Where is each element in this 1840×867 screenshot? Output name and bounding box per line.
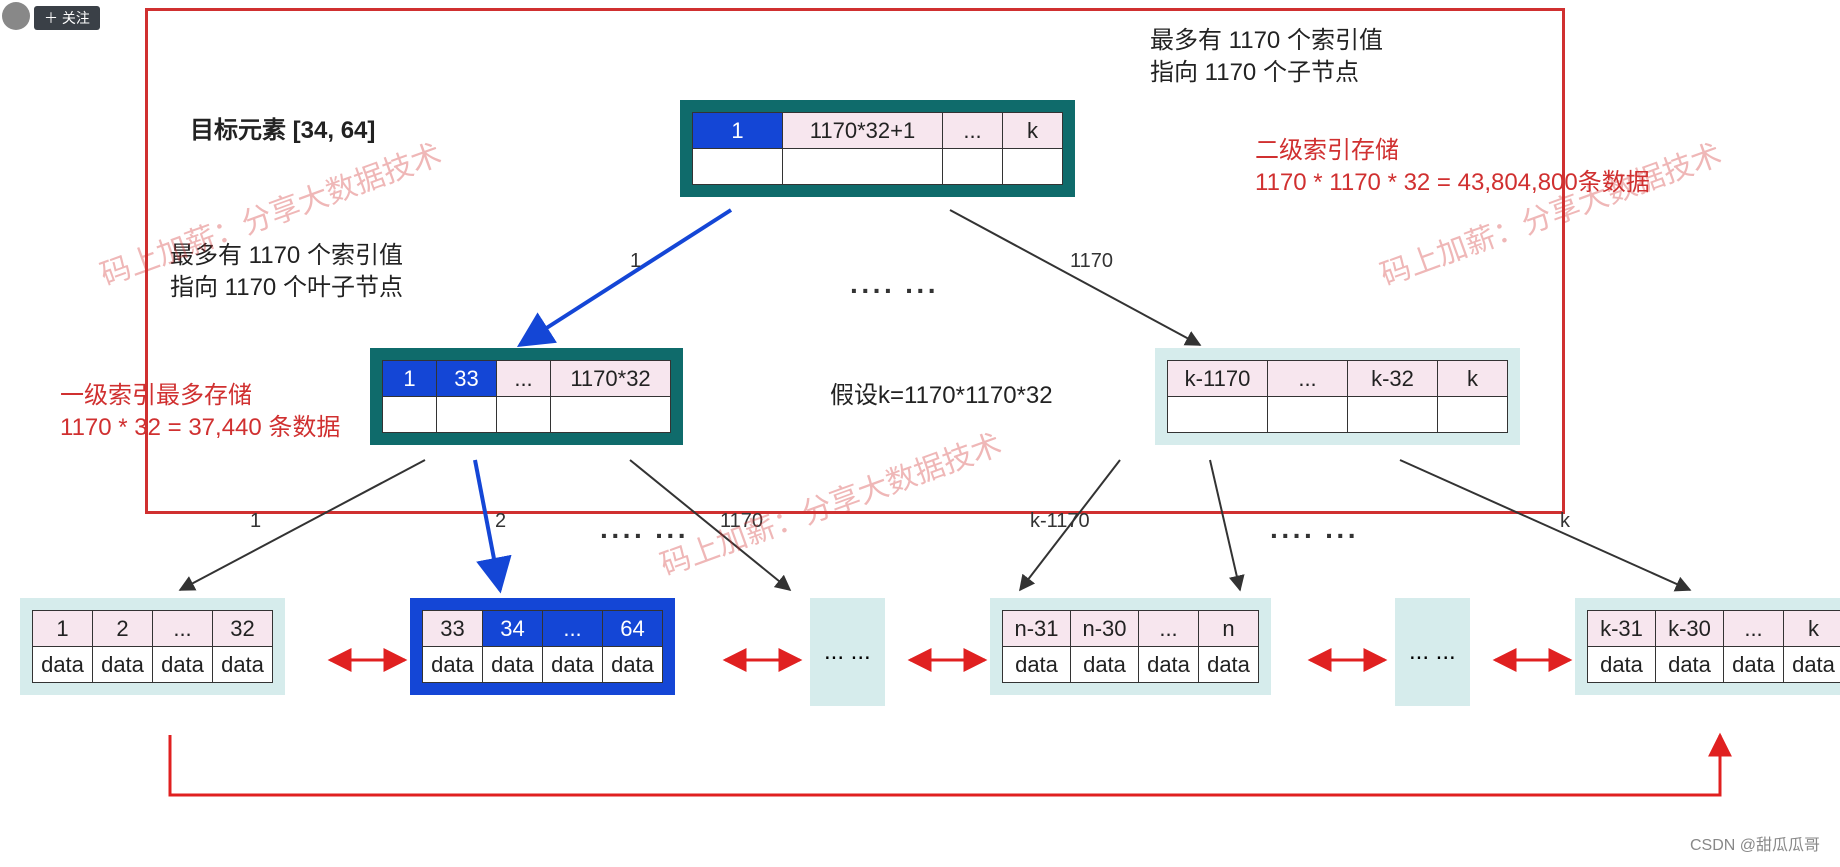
leaf-node-3: n-31n-30...ndatadatadatadata — [990, 598, 1271, 695]
leaf-node-1: 12...32datadatadatadata — [20, 598, 285, 695]
pointer-cell — [783, 149, 943, 185]
index-cell: 1 — [383, 361, 437, 397]
data-cell: data — [1139, 647, 1199, 683]
key-cell: n — [1199, 611, 1259, 647]
key-cell: ... — [1724, 611, 1784, 647]
edge-label: k — [1560, 510, 1570, 533]
index-cell: 1 — [693, 113, 783, 149]
edge-label: 1170 — [1070, 250, 1113, 273]
index-cell: ... — [1268, 361, 1348, 397]
data-cell: data — [213, 647, 273, 683]
data-cell: data — [423, 647, 483, 683]
follow-button[interactable]: ＋ 关注 — [34, 6, 100, 30]
data-cell: data — [1003, 647, 1071, 683]
mid-info-line1: 最多有 1170 个索引值 — [170, 242, 403, 269]
mid-info: 最多有 1170 个索引值 指向 1170 个叶子节点 — [170, 240, 403, 305]
pointer-cell — [1348, 397, 1438, 433]
mid-left-node: 133...1170*32 — [370, 348, 683, 445]
key-cell: ... — [1139, 611, 1199, 647]
level1-annot: 一级索引最多存储 1170 * 32 = 37,440 条数据 — [60, 380, 340, 445]
pointer-cell — [943, 149, 1003, 185]
mid-right-node: k-1170...k-32k — [1155, 348, 1520, 445]
data-cell: data — [543, 647, 603, 683]
pointer-cell — [437, 397, 497, 433]
data-cell: data — [1656, 647, 1724, 683]
root-info: 最多有 1170 个索引值 指向 1170 个子节点 — [1150, 25, 1383, 90]
data-cell: data — [153, 647, 213, 683]
data-cell: data — [33, 647, 93, 683]
level1-title: 一级索引最多存储 — [60, 382, 252, 409]
index-cell: k — [1438, 361, 1508, 397]
data-cell: data — [93, 647, 153, 683]
index-cell: 1170*32 — [551, 361, 671, 397]
leaf-node-ellipsis-1: ... ... — [810, 598, 885, 706]
edge-label: 1 — [250, 510, 261, 533]
data-cell: data — [1199, 647, 1259, 683]
assume-k: 假设k=1170*1170*32 — [830, 380, 1053, 412]
ellipsis: ... ... — [824, 638, 871, 666]
data-cell: data — [603, 647, 663, 683]
pointer-cell — [383, 397, 437, 433]
edge-label: 1170 — [720, 510, 763, 533]
leaf-dots-right: ···· ··· — [1270, 520, 1359, 552]
key-cell: 64 — [603, 611, 663, 647]
index-cell: 1170*32+1 — [783, 113, 943, 149]
key-cell: n-30 — [1071, 611, 1139, 647]
edge-label: k-1170 — [1030, 510, 1090, 533]
edge-label: 2 — [495, 510, 506, 533]
mid-dots: ···· ··· — [850, 275, 939, 307]
key-cell: ... — [543, 611, 603, 647]
pointer-cell — [497, 397, 551, 433]
ellipsis: ... ... — [1409, 638, 1456, 666]
leaf-node-4: k-31k-30...kdatadatadatadata — [1575, 598, 1840, 695]
csdn-credit: CSDN @甜瓜瓜哥 — [1690, 831, 1820, 855]
data-cell: data — [1784, 647, 1840, 683]
mid-info-line2: 指向 1170 个叶子节点 — [170, 274, 403, 301]
index-cell: ... — [497, 361, 551, 397]
pointer-cell — [1003, 149, 1063, 185]
key-cell: 34 — [483, 611, 543, 647]
index-cell: k — [1003, 113, 1063, 149]
root-node: 11170*32+1...k — [680, 100, 1075, 197]
avatar — [2, 2, 30, 30]
index-cell: ... — [943, 113, 1003, 149]
key-cell: k-30 — [1656, 611, 1724, 647]
key-cell: k — [1784, 611, 1840, 647]
data-cell: data — [483, 647, 543, 683]
index-cell: k-1170 — [1168, 361, 1268, 397]
leaf-node-ellipsis-2: ... ... — [1395, 598, 1470, 706]
pointer-cell — [551, 397, 671, 433]
pointer-cell — [1168, 397, 1268, 433]
pointer-cell — [1438, 397, 1508, 433]
key-cell: 2 — [93, 611, 153, 647]
key-cell: ... — [153, 611, 213, 647]
key-cell: k-31 — [1588, 611, 1656, 647]
data-cell: data — [1724, 647, 1784, 683]
edge-label: 1 — [630, 250, 641, 273]
pointer-cell — [693, 149, 783, 185]
level1-calc: 1170 * 32 = 37,440 条数据 — [60, 414, 340, 441]
key-cell: 33 — [423, 611, 483, 647]
index-cell: 33 — [437, 361, 497, 397]
key-cell: 1 — [33, 611, 93, 647]
level2-annot: 二级索引存储 1170 * 1170 * 32 = 43,804,800条数据 — [1255, 135, 1650, 200]
key-cell: 32 — [213, 611, 273, 647]
leaf-node-2: 3334...64datadatadatadata — [410, 598, 675, 695]
level2-calc: 1170 * 1170 * 32 = 43,804,800条数据 — [1255, 169, 1650, 196]
target-element-label: 目标元素 [34, 64] — [190, 115, 375, 147]
key-cell: n-31 — [1003, 611, 1071, 647]
root-info-line2: 指向 1170 个子节点 — [1150, 59, 1359, 86]
index-cell: k-32 — [1348, 361, 1438, 397]
data-cell: data — [1588, 647, 1656, 683]
data-cell: data — [1071, 647, 1139, 683]
leaf-dots-left: ···· ··· — [600, 520, 689, 552]
root-info-line1: 最多有 1170 个索引值 — [1150, 27, 1383, 54]
pointer-cell — [1268, 397, 1348, 433]
level2-title: 二级索引存储 — [1255, 137, 1399, 164]
